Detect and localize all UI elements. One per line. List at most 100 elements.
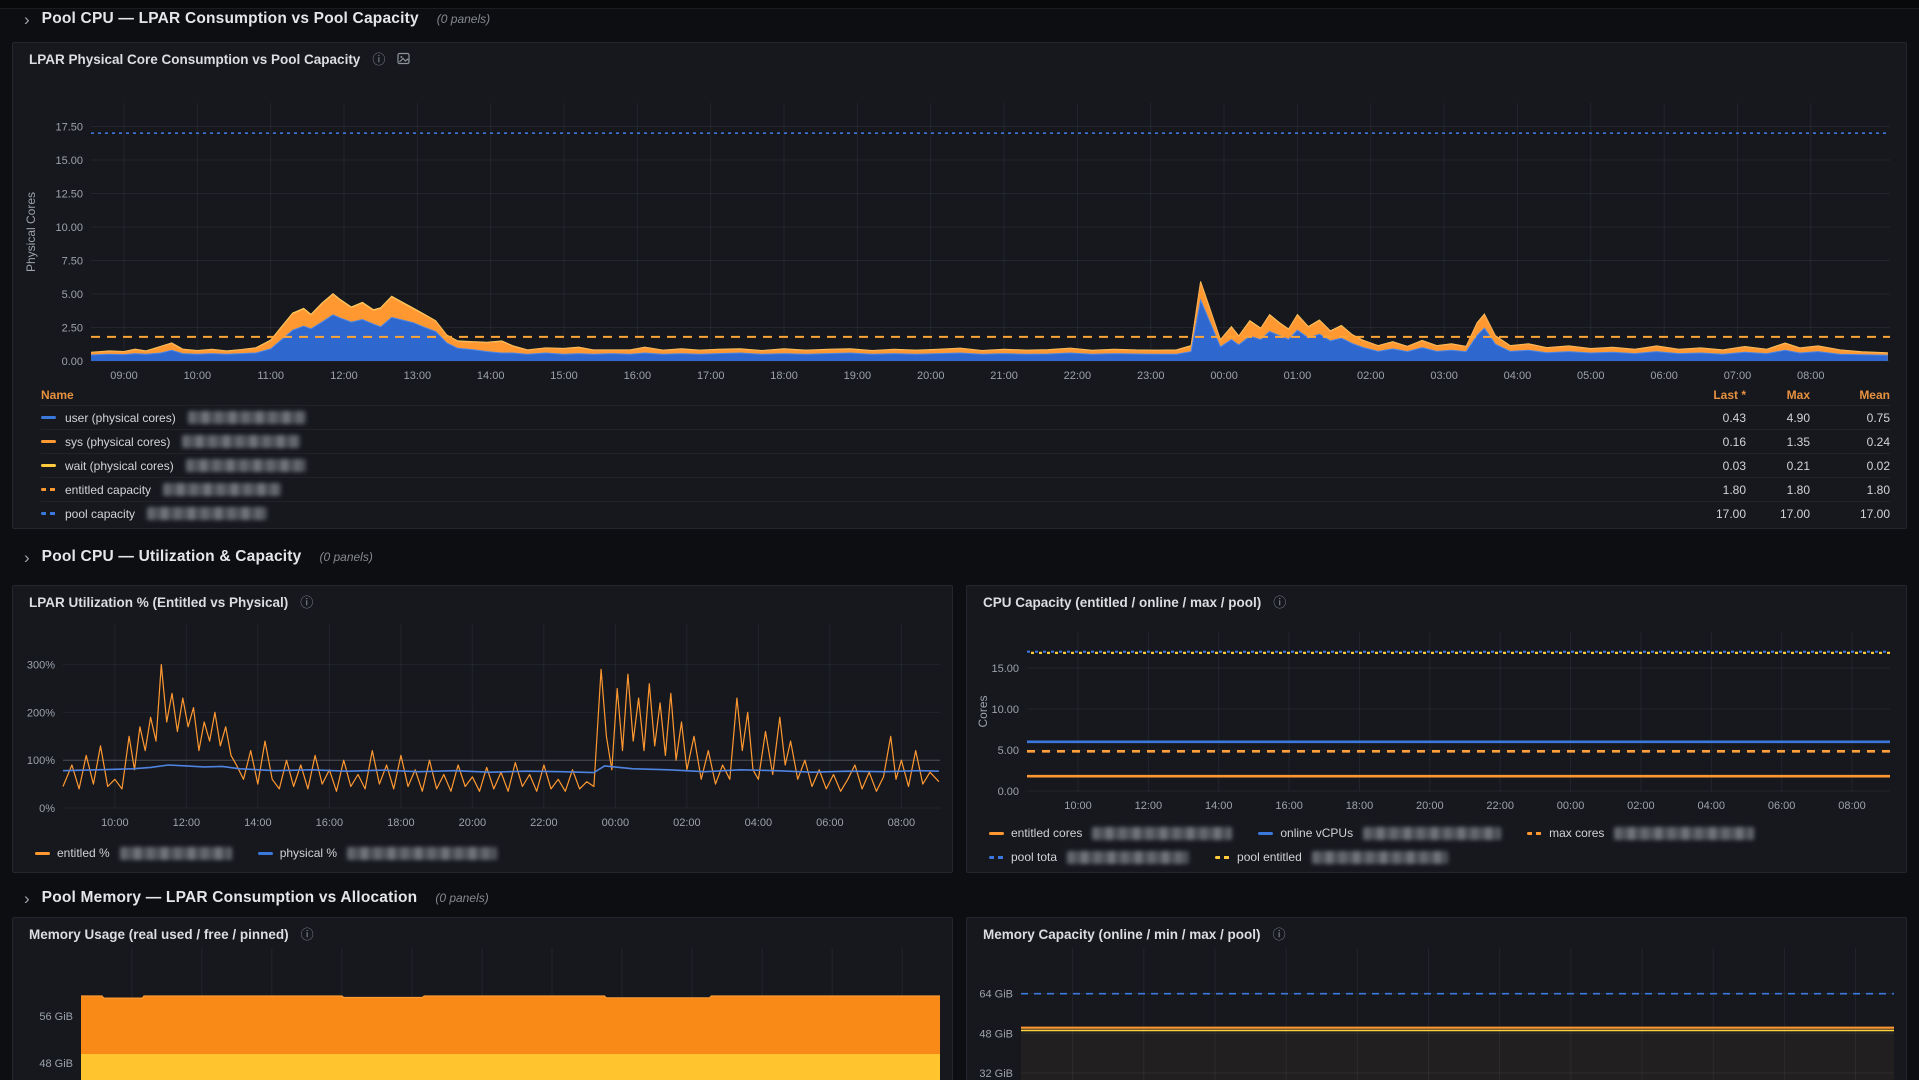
legend-item-sys-physical-cores-[interactable]: sys (physical cores) bbox=[41, 435, 1676, 449]
legend-item-pool-capacity[interactable]: pool capacity bbox=[41, 507, 1676, 521]
legend-series-label[interactable]: wait (physical cores) bbox=[65, 459, 174, 473]
panel-header[interactable]: CPU Capacity (entitled / online / max / … bbox=[967, 586, 1906, 612]
svg-text:06:00: 06:00 bbox=[816, 817, 844, 829]
cpu-capacity-chart[interactable]: 0.005.0010.0015.0010:0012:0014:0016:0018… bbox=[971, 616, 1904, 834]
panel-title: Memory Usage (real used / free / pinned) bbox=[29, 927, 289, 942]
section-header-pool-cpu-consumption[interactable]: › Pool CPU — LPAR Consumption vs Pool Ca… bbox=[24, 10, 490, 28]
legend-series-label[interactable]: entitled cores bbox=[1011, 826, 1082, 840]
svg-text:14:00: 14:00 bbox=[1205, 800, 1233, 812]
series-swatch bbox=[1258, 832, 1273, 835]
legend-series-label[interactable]: pool capacity bbox=[65, 507, 135, 521]
legend-series-label[interactable]: physical % bbox=[280, 846, 337, 860]
col-max[interactable]: Max bbox=[1746, 388, 1810, 402]
info-icon[interactable]: ⓘ bbox=[300, 596, 313, 609]
series-swatch bbox=[35, 852, 50, 855]
info-icon[interactable]: ⓘ bbox=[1273, 928, 1286, 941]
legend-item-user-physical-cores-[interactable]: user (physical cores) bbox=[41, 411, 1676, 425]
memory-capacity-chart[interactable]: 32 GiB48 GiB64 GiB bbox=[971, 948, 1904, 1080]
consumption-chart[interactable]: 0.002.505.007.5010.0012.5015.0017.5009:0… bbox=[19, 89, 1902, 389]
svg-text:20:00: 20:00 bbox=[917, 370, 945, 382]
section-title: Pool Memory — LPAR Consumption vs Alloca… bbox=[42, 889, 418, 907]
memory-usage-chart[interactable]: 48 GiB56 GiB bbox=[17, 948, 950, 1080]
legend-series-label[interactable]: max cores bbox=[1549, 826, 1604, 840]
panel-memory-capacity: Memory Capacity (online / min / max / po… bbox=[966, 917, 1907, 1080]
legend-item-entitled-capacity[interactable]: entitled capacity bbox=[41, 483, 1676, 497]
svg-text:0.00: 0.00 bbox=[998, 786, 1019, 798]
series-swatch bbox=[41, 416, 56, 419]
panel-header[interactable]: Memory Capacity (online / min / max / po… bbox=[967, 918, 1906, 944]
panel-title: Memory Capacity (online / min / max / po… bbox=[983, 927, 1261, 942]
series-swatch bbox=[1215, 856, 1230, 859]
legend-item-pool-tota[interactable]: pool tota bbox=[989, 850, 1189, 864]
stat-max: 1.35 bbox=[1746, 435, 1810, 449]
svg-text:2.50: 2.50 bbox=[62, 322, 83, 334]
section-header-pool-memory[interactable]: › Pool Memory — LPAR Consumption vs Allo… bbox=[24, 889, 489, 907]
legend-item-wait-physical-cores-[interactable]: wait (physical cores) bbox=[41, 459, 1676, 473]
legend-series-label[interactable]: pool entitled bbox=[1237, 850, 1302, 864]
svg-text:15:00: 15:00 bbox=[550, 370, 578, 382]
svg-text:22:00: 22:00 bbox=[1486, 800, 1514, 812]
legend: entitled % physical % bbox=[21, 842, 497, 864]
svg-text:300%: 300% bbox=[27, 660, 55, 672]
stat-max: 1.80 bbox=[1746, 483, 1810, 497]
legend-series-label[interactable]: entitled % bbox=[57, 846, 110, 860]
legend-table: Name Last * Max Mean user (physical core… bbox=[41, 385, 1890, 525]
section-header-pool-cpu-utilization[interactable]: › Pool CPU — Utilization & Capacity (0 p… bbox=[24, 548, 373, 566]
legend-series-label[interactable]: user (physical cores) bbox=[65, 411, 176, 425]
section-panel-count: (0 panels) bbox=[319, 550, 372, 564]
svg-text:100%: 100% bbox=[27, 755, 55, 767]
svg-text:06:00: 06:00 bbox=[1768, 800, 1796, 812]
info-icon[interactable]: ⓘ bbox=[1273, 596, 1286, 609]
redacted-hostname bbox=[147, 507, 267, 520]
stat-last: 0.43 bbox=[1676, 411, 1746, 425]
stat-last: 1.80 bbox=[1676, 483, 1746, 497]
legend-item-online-vCPUs[interactable]: online vCPUs bbox=[1258, 826, 1501, 840]
stat-last: 17.00 bbox=[1676, 507, 1746, 521]
svg-text:15.00: 15.00 bbox=[55, 155, 83, 167]
legend-series-label[interactable]: pool tota bbox=[1011, 850, 1057, 864]
legend-series-label[interactable]: entitled capacity bbox=[65, 483, 151, 497]
svg-text:0%: 0% bbox=[39, 803, 55, 815]
legend-item-entitled-cores[interactable]: entitled cores bbox=[989, 826, 1232, 840]
svg-text:10:00: 10:00 bbox=[1064, 800, 1092, 812]
svg-text:11:00: 11:00 bbox=[257, 370, 284, 382]
stat-max: 17.00 bbox=[1746, 507, 1810, 521]
panel-header[interactable]: Memory Usage (real used / free / pinned)… bbox=[13, 918, 952, 944]
svg-text:07:00: 07:00 bbox=[1724, 370, 1752, 382]
svg-text:10.00: 10.00 bbox=[55, 222, 83, 234]
svg-text:12.50: 12.50 bbox=[55, 188, 83, 200]
panel-header[interactable]: LPAR Physical Core Consumption vs Pool C… bbox=[13, 43, 1906, 69]
svg-text:56 GiB: 56 GiB bbox=[39, 1011, 73, 1023]
utilization-chart[interactable]: 0%100%200%300%10:0012:0014:0016:0018:002… bbox=[17, 616, 950, 834]
redacted-hostname bbox=[186, 459, 306, 472]
col-last[interactable]: Last * bbox=[1676, 388, 1746, 402]
redacted-hostname bbox=[1312, 851, 1448, 864]
svg-text:17:00: 17:00 bbox=[697, 370, 725, 382]
legend-table-row: entitled capacity1.801.801.80 bbox=[41, 477, 1890, 501]
legend-row-2: pool tota pool entitled bbox=[975, 846, 1448, 868]
svg-text:0.00: 0.00 bbox=[62, 356, 83, 368]
info-icon[interactable]: ⓘ bbox=[372, 53, 385, 66]
legend-table-row: wait (physical cores)0.030.210.02 bbox=[41, 453, 1890, 477]
svg-text:00:00: 00:00 bbox=[1210, 370, 1238, 382]
legend-item-physical-[interactable]: physical % bbox=[258, 846, 497, 860]
legend-series-label[interactable]: sys (physical cores) bbox=[65, 435, 170, 449]
info-icon[interactable]: ⓘ bbox=[301, 928, 314, 941]
svg-text:48 GiB: 48 GiB bbox=[979, 1028, 1013, 1040]
legend-item-pool-entitled[interactable]: pool entitled bbox=[1215, 850, 1448, 864]
svg-text:22:00: 22:00 bbox=[1064, 370, 1092, 382]
svg-text:64 GiB: 64 GiB bbox=[979, 989, 1013, 1001]
panel-links-icon[interactable] bbox=[397, 52, 410, 67]
legend-item-entitled-[interactable]: entitled % bbox=[35, 846, 232, 860]
stat-last: 0.03 bbox=[1676, 459, 1746, 473]
redacted-hostname bbox=[347, 847, 497, 860]
svg-text:04:00: 04:00 bbox=[1504, 370, 1532, 382]
col-name[interactable]: Name bbox=[41, 388, 1676, 402]
stat-max: 0.21 bbox=[1746, 459, 1810, 473]
svg-text:14:00: 14:00 bbox=[477, 370, 505, 382]
panel-header[interactable]: LPAR Utilization % (Entitled vs Physical… bbox=[13, 586, 952, 612]
svg-text:20:00: 20:00 bbox=[459, 817, 487, 829]
legend-item-max-cores[interactable]: max cores bbox=[1527, 826, 1754, 840]
col-mean[interactable]: Mean bbox=[1810, 388, 1890, 402]
legend-series-label[interactable]: online vCPUs bbox=[1280, 826, 1353, 840]
